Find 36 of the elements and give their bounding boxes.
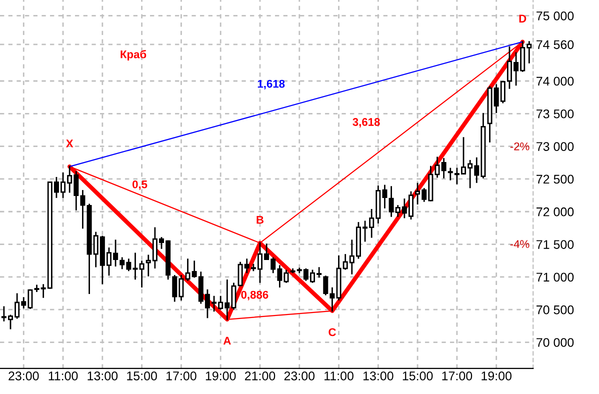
x-tick-label: 13:00 bbox=[363, 372, 394, 380]
y-tick-label: 70 500 bbox=[536, 305, 574, 314]
x-tick-label: 23:00 bbox=[8, 372, 39, 380]
y-tick-label: 72 500 bbox=[536, 174, 574, 184]
series-label: 0,5 bbox=[132, 180, 148, 190]
y-tick-label: 71 500 bbox=[536, 240, 574, 249]
x-tick-label: 11:00 bbox=[324, 372, 354, 380]
annotation: -2% bbox=[510, 142, 530, 150]
annotation: D bbox=[519, 14, 526, 22]
annotation: Краб bbox=[120, 50, 146, 60]
annotation: -4% bbox=[510, 240, 530, 248]
x-tick-label: 15:00 bbox=[127, 372, 157, 380]
x-tick-label: 23:00 bbox=[284, 372, 315, 380]
x-tick-label: 11:00 bbox=[48, 372, 78, 380]
x-tick-label: 17:00 bbox=[166, 372, 196, 380]
x-tick-label: 13:00 bbox=[88, 372, 118, 380]
series-label: 0,886 bbox=[241, 290, 268, 300]
series-label: 3,618 bbox=[352, 118, 380, 128]
x-tick-label: 19:00 bbox=[206, 372, 236, 380]
y-tick-label: 74 000 bbox=[536, 76, 574, 86]
y-tick-label: 73 000 bbox=[536, 142, 574, 151]
annotation: X bbox=[66, 140, 74, 148]
series-label: 1,618 bbox=[258, 80, 285, 90]
annotation: B bbox=[256, 216, 264, 224]
y-tick-label: 75 000 bbox=[536, 11, 574, 20]
annotation: A bbox=[223, 336, 231, 344]
x-tick-label: 17:00 bbox=[442, 372, 472, 380]
y-tick-label: 72 000 bbox=[536, 207, 574, 216]
y-tick-label: 71 000 bbox=[536, 272, 574, 282]
y-tick-label: 74 560 bbox=[536, 40, 574, 50]
x-tick-label: 15:00 bbox=[402, 372, 433, 380]
y-tick-label: 70 000 bbox=[536, 338, 574, 347]
x-tick-label: 21:00 bbox=[244, 372, 276, 380]
y-tick-label: 73 500 bbox=[536, 109, 574, 118]
annotation: C bbox=[328, 328, 336, 336]
x-tick-label: 19:00 bbox=[482, 372, 512, 380]
